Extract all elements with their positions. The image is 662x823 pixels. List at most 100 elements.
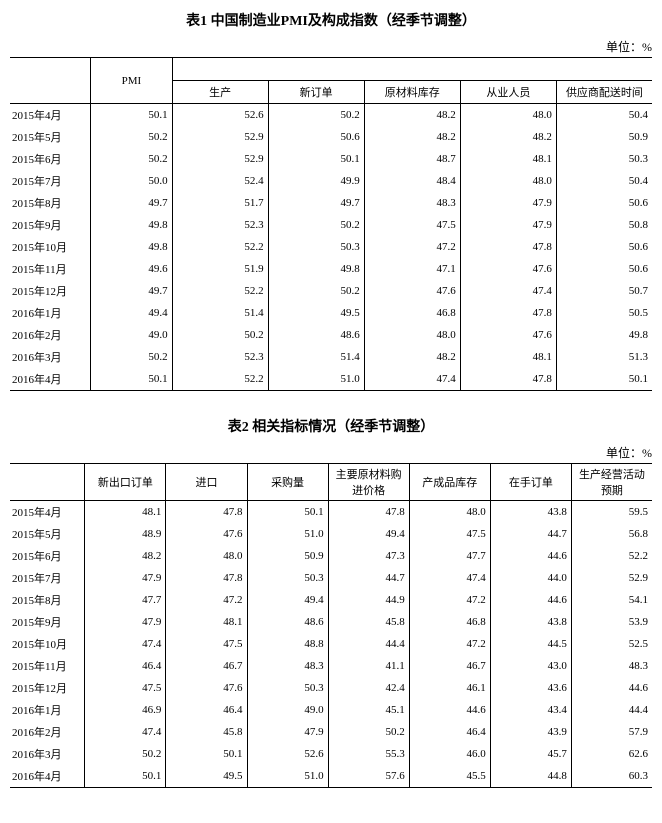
table-row: 2015年6月50.252.950.148.748.150.3 [10,148,652,170]
table-row: 2016年1月49.451.449.546.847.850.5 [10,302,652,324]
data-cell: 49.5 [268,302,364,324]
data-cell: 51.9 [172,258,268,280]
table1-col-0: 生产 [172,81,268,104]
table-row: 2015年9月49.852.350.247.547.950.8 [10,214,652,236]
data-cell: 50.8 [556,214,652,236]
data-cell: 50.1 [556,368,652,391]
data-cell: 52.6 [172,104,268,127]
data-cell: 46.7 [166,655,247,677]
data-cell: 50.3 [268,236,364,258]
data-cell: 43.8 [490,611,571,633]
data-cell: 48.0 [364,324,460,346]
data-cell: 47.1 [364,258,460,280]
table1-col-4: 供应商配送时间 [556,81,652,104]
data-cell: 44.5 [490,633,571,655]
table2-title: 表2 相关指标情况（经季节调整） [10,416,652,436]
data-cell: 47.8 [166,501,247,524]
data-cell: 50.2 [268,104,364,127]
data-cell: 52.9 [172,126,268,148]
date-cell: 2015年4月 [10,501,85,524]
date-cell: 2016年4月 [10,368,91,391]
data-cell: 50.4 [556,104,652,127]
data-cell: 50.1 [247,501,328,524]
table-row: 2015年12月49.752.250.247.647.450.7 [10,280,652,302]
date-cell: 2016年3月 [10,743,85,765]
data-cell: 52.9 [571,567,652,589]
date-cell: 2015年12月 [10,280,91,302]
data-cell: 50.1 [166,743,247,765]
table1-col-1: 新订单 [268,81,364,104]
table2-col-3: 主要原材料购进价格 [328,464,409,501]
pmi-cell: 49.7 [91,192,172,214]
table-row: 2015年8月49.751.749.748.347.950.6 [10,192,652,214]
pmi-cell: 49.7 [91,280,172,302]
pmi-cell: 50.0 [91,170,172,192]
data-cell: 47.6 [460,258,556,280]
data-cell: 47.6 [364,280,460,302]
data-cell: 47.8 [328,501,409,524]
data-cell: 47.8 [460,236,556,258]
table1: PMI 生产 新订单 原材料库存 从业人员 供应商配送时间 2015年4月50.… [10,57,652,391]
data-cell: 48.0 [409,501,490,524]
data-cell: 48.6 [268,324,364,346]
data-cell: 47.8 [460,368,556,391]
data-cell: 45.8 [166,721,247,743]
data-cell: 47.2 [409,633,490,655]
data-cell: 48.1 [460,346,556,368]
data-cell: 47.9 [460,192,556,214]
data-cell: 52.4 [172,170,268,192]
data-cell: 50.6 [556,258,652,280]
data-cell: 53.9 [571,611,652,633]
data-cell: 44.7 [490,523,571,545]
data-cell: 52.2 [571,545,652,567]
table-row: 2015年6月48.248.050.947.347.744.652.2 [10,545,652,567]
data-cell: 50.6 [556,192,652,214]
date-cell: 2016年1月 [10,699,85,721]
data-cell: 50.2 [268,280,364,302]
data-cell: 45.5 [409,765,490,788]
date-cell: 2015年7月 [10,170,91,192]
data-cell: 60.3 [571,765,652,788]
table1-body: 2015年4月50.152.650.248.248.050.42015年5月50… [10,104,652,391]
data-cell: 43.6 [490,677,571,699]
table-row: 2015年12月47.547.650.342.446.143.644.6 [10,677,652,699]
data-cell: 46.4 [166,699,247,721]
data-cell: 52.2 [172,368,268,391]
data-cell: 51.4 [268,346,364,368]
data-cell: 48.7 [364,148,460,170]
data-cell: 50.9 [247,545,328,567]
table2-container: 表2 相关指标情况（经季节调整） 单位：% 新出口订单 进口 采购量 主要原材料… [10,416,652,788]
data-cell: 51.0 [247,765,328,788]
data-cell: 50.7 [556,280,652,302]
date-cell: 2015年9月 [10,611,85,633]
data-cell: 52.5 [571,633,652,655]
data-cell: 47.9 [85,567,166,589]
data-cell: 50.1 [268,148,364,170]
table-row: 2016年2月47.445.847.950.246.443.957.9 [10,721,652,743]
data-cell: 49.8 [268,258,364,280]
data-cell: 52.3 [172,346,268,368]
data-cell: 44.4 [328,633,409,655]
data-cell: 57.9 [571,721,652,743]
data-cell: 46.8 [364,302,460,324]
date-cell: 2015年9月 [10,214,91,236]
data-cell: 46.0 [409,743,490,765]
data-cell: 50.2 [328,721,409,743]
data-cell: 56.8 [571,523,652,545]
table-row: 2015年4月50.152.650.248.248.050.4 [10,104,652,127]
data-cell: 47.8 [460,302,556,324]
data-cell: 47.9 [460,214,556,236]
data-cell: 49.0 [247,699,328,721]
data-cell: 47.4 [85,721,166,743]
data-cell: 51.4 [172,302,268,324]
data-cell: 48.0 [460,104,556,127]
data-cell: 48.0 [166,545,247,567]
table-row: 2015年7月50.052.449.948.448.050.4 [10,170,652,192]
data-cell: 47.2 [409,589,490,611]
data-cell: 47.4 [409,567,490,589]
data-cell: 50.6 [556,236,652,258]
data-cell: 43.0 [490,655,571,677]
data-cell: 41.1 [328,655,409,677]
data-cell: 44.7 [328,567,409,589]
data-cell: 50.2 [172,324,268,346]
